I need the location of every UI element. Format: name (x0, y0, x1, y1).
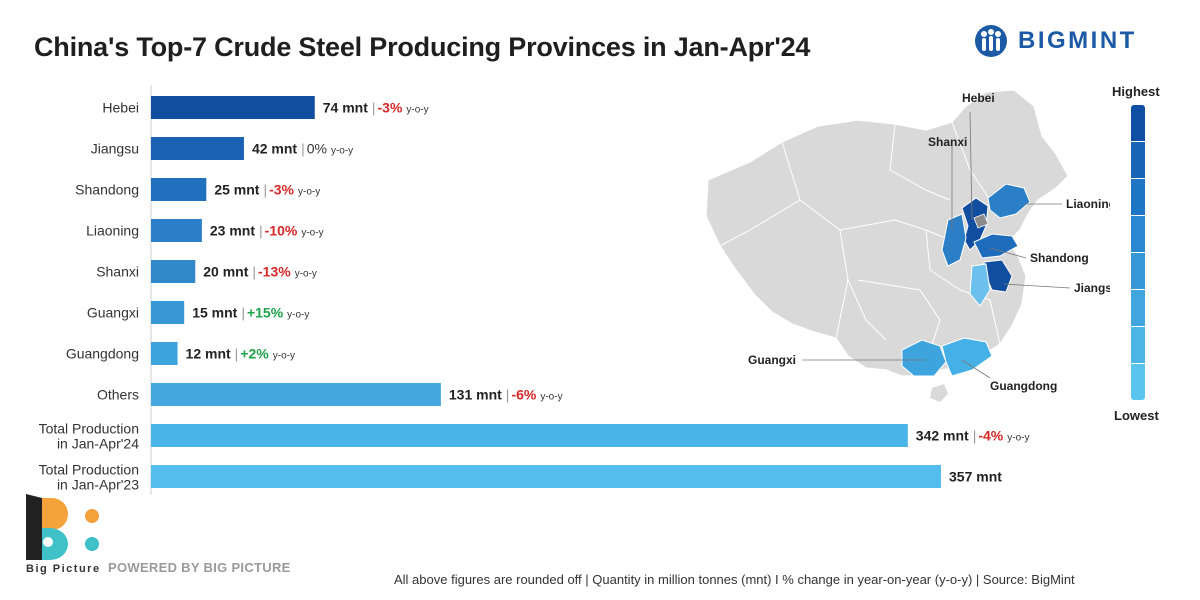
category-label: Liaoning (86, 223, 139, 239)
hainan-island (930, 384, 948, 402)
map-label-hebei: Hebei (962, 91, 995, 105)
category-label: Shanxi (96, 264, 139, 280)
map-anhui-light (969, 263, 991, 307)
value-label: 357 mnt (949, 469, 1002, 485)
value-label: 42 mnt | 0% y-o-y (252, 141, 353, 157)
value-label: 342 mnt | -4% y-o-y (916, 428, 1030, 444)
category-label: Total Production in Jan-Apr'24 (39, 421, 140, 452)
chart-title: China's Top-7 Crude Steel Producing Prov… (34, 32, 811, 62)
bar-chart: Hebei 74 mnt | -3% y-o-y Jiangsu 42 mnt | 0% y-o-… (39, 85, 1030, 495)
value-label: 23 mnt | -10% y-o-y (210, 223, 324, 239)
bigmint-wordmark: BIGMINT (1018, 27, 1137, 54)
value-label: 15 mnt | +15% y-o-y (192, 305, 309, 321)
category-label: Hebei (102, 100, 139, 116)
map-guangdong (941, 337, 993, 377)
bar (151, 342, 178, 365)
bar (151, 219, 202, 242)
map-label-shanxi: Shanxi (928, 135, 967, 149)
map-label-jiangsu: Jiangsu (1074, 281, 1110, 295)
legend-swatch (1131, 216, 1145, 253)
bar (151, 96, 315, 119)
legend-swatch (1131, 179, 1145, 216)
bar (151, 383, 441, 406)
category-label: Guangxi (87, 305, 139, 321)
color-scale-legend (1131, 105, 1145, 400)
map-guangxi (901, 339, 947, 377)
value-label: 12 mnt | +2% y-o-y (186, 346, 295, 362)
map-label-guangdong: Guangdong (990, 379, 1057, 393)
value-label: 74 mnt | -3% y-o-y (323, 100, 429, 116)
big-picture-logo-icon (26, 494, 99, 560)
footnote: All above figures are rounded off | Quan… (394, 572, 1075, 587)
map-beijing-tianjin (973, 213, 989, 229)
value-label: 20 mnt | -13% y-o-y (203, 264, 317, 280)
legend-swatch (1131, 290, 1145, 327)
bigmint-logo: BIGMINT (972, 24, 1137, 58)
bar (151, 178, 207, 201)
bar (151, 260, 196, 283)
legend-swatch (1131, 253, 1145, 290)
legend-low-label: Lowest (1114, 408, 1159, 423)
legend-high-label: Highest (1112, 84, 1160, 99)
map-label-shandong: Shandong (1030, 251, 1089, 265)
category-label: Jiangsu (91, 141, 139, 157)
category-label: Guangdong (66, 346, 139, 362)
bar (151, 424, 908, 447)
china-landmass (705, 89, 1069, 377)
bar (151, 137, 244, 160)
bar (151, 465, 941, 488)
powered-by-text: POWERED BY BIG PICTURE (108, 560, 291, 575)
category-label: Shandong (75, 182, 139, 198)
value-label: 131 mnt | -6% y-o-y (449, 387, 563, 403)
legend-swatch (1131, 364, 1145, 400)
bar (151, 301, 185, 324)
category-label: Total Production in Jan-Apr'23 (39, 462, 140, 493)
map-label-liaoning: Liaoning (1066, 197, 1110, 211)
bigmint-emblem-icon (975, 25, 1007, 57)
map-shanxi (941, 213, 967, 267)
legend-swatch (1131, 142, 1145, 179)
big-picture-caption: Big Picture (26, 563, 101, 575)
value-label: 25 mnt | -3% y-o-y (214, 182, 320, 198)
map-label-guangxi: Guangxi (748, 353, 796, 367)
category-label: Others (97, 387, 139, 403)
legend-swatch (1131, 327, 1145, 364)
map-liaoning (987, 183, 1031, 219)
map-shandong (973, 233, 1019, 259)
china-map: Hebei Shanxi Liaoning Shandong Jiangsu G… (705, 89, 1110, 402)
legend-swatch (1131, 105, 1145, 142)
